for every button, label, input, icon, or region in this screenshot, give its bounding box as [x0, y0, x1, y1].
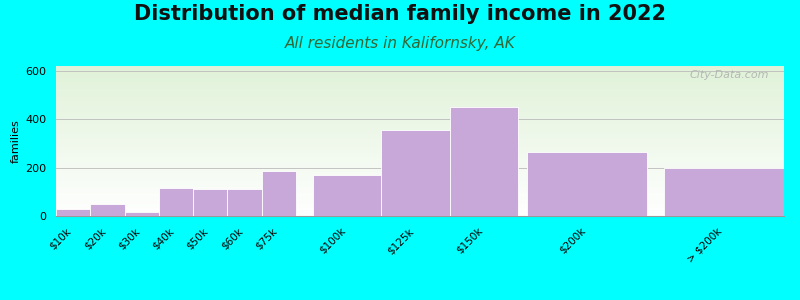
Bar — [56, 209, 90, 216]
Bar — [227, 189, 262, 216]
Text: City-Data.com: City-Data.com — [690, 70, 770, 80]
Y-axis label: families: families — [11, 119, 21, 163]
Bar — [664, 168, 784, 216]
Text: All residents in Kalifornsky, AK: All residents in Kalifornsky, AK — [285, 36, 515, 51]
Bar — [527, 152, 647, 216]
Bar — [382, 130, 450, 216]
Bar — [262, 171, 296, 216]
Bar — [158, 188, 193, 216]
Text: Distribution of median family income in 2022: Distribution of median family income in … — [134, 4, 666, 25]
Bar — [193, 189, 227, 216]
Bar — [450, 107, 518, 216]
Bar — [313, 175, 382, 216]
Bar — [125, 212, 158, 216]
Bar — [90, 204, 125, 216]
